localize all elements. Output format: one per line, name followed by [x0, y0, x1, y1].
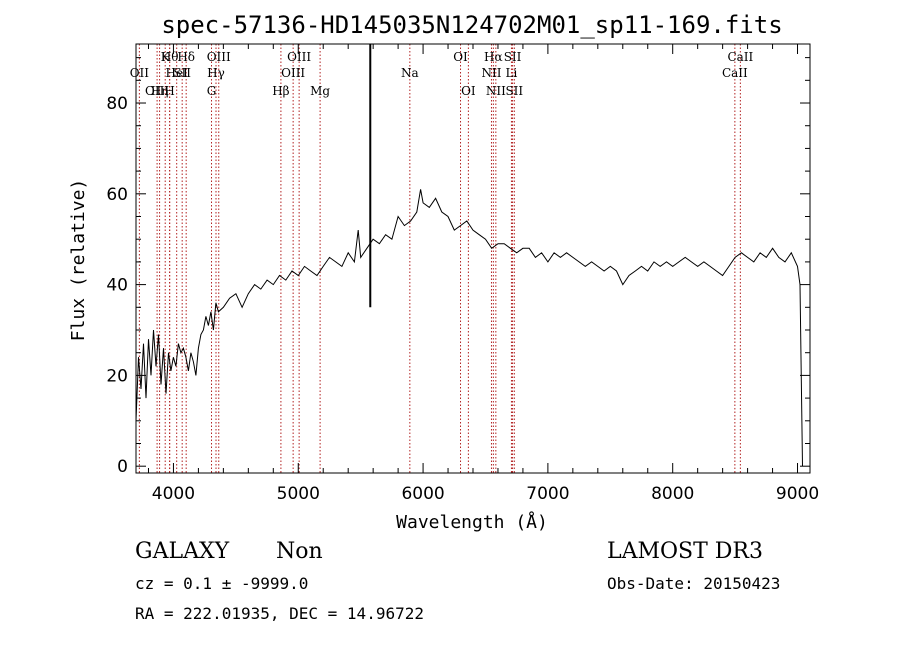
emission-line-label: OI	[453, 50, 468, 64]
obs-date: Obs-Date: 20150423	[607, 574, 781, 593]
emission-line-label: Li	[506, 66, 518, 80]
ra-dec: RA = 222.01935, DEC = 14.96722	[135, 604, 424, 623]
emission-line-label: Hθ	[161, 50, 179, 64]
x-tick-label: 7000	[526, 484, 569, 504]
emission-line-label: Hβ	[272, 84, 289, 98]
plot-frame	[135, 43, 811, 474]
emission-line-label: OIII	[145, 84, 169, 98]
emission-line-label: NII	[481, 66, 501, 80]
x-tick-label: 5000	[277, 484, 320, 504]
emission-line-label: CaII	[722, 66, 748, 80]
emission-line-label: HeI	[166, 66, 189, 80]
chart-title: spec-57136-HD145035N124702M01_sp11-169.f…	[161, 11, 782, 39]
x-axis-ticks: 4000 5000 6000 7000 8000 9000	[147, 44, 819, 504]
x-axis-label: Wavelength (Å)	[396, 511, 548, 533]
emission-line-label: Hη	[151, 84, 169, 98]
x-tick-label: 8000	[651, 484, 694, 504]
emission-line-label: OIII	[207, 50, 231, 64]
emission-line-label: SII	[504, 50, 522, 64]
y-tick-label: 0	[117, 457, 128, 477]
class-label: GALAXY	[135, 539, 230, 564]
y-axis-label: Flux (relative)	[68, 179, 89, 342]
emission-line-label: G	[207, 84, 217, 98]
y-tick-label: 80	[106, 94, 128, 114]
y-tick-label: 40	[106, 276, 128, 296]
emission-line-label: OIII	[287, 50, 311, 64]
y-tick-label: 60	[106, 185, 128, 205]
survey-label: LAMOST DR3	[607, 539, 763, 564]
x-tick-label: 6000	[401, 484, 444, 504]
emission-line-label: Hα	[484, 50, 503, 64]
x-tick-label: 4000	[152, 484, 195, 504]
emission-line-label: Mg	[310, 84, 330, 98]
emission-line-label: CaII	[727, 50, 753, 64]
emission-line-label: K	[161, 50, 171, 64]
emission-line-markers	[138, 44, 741, 473]
spectrum-line	[135, 189, 803, 467]
emission-line-label: Na	[401, 66, 419, 80]
cz-value: cz = 0.1 ± -9999.0	[135, 574, 309, 593]
y-axis-ticks: 0 20 40 60 80	[106, 57, 810, 477]
emission-line-label: SII	[173, 66, 191, 80]
x-tick-label: 9000	[776, 484, 819, 504]
emission-line-label: OII	[130, 66, 150, 80]
emission-line-label: OIII	[281, 66, 305, 80]
subclass-label: Non	[276, 539, 323, 564]
emission-line-label: Hδ	[177, 50, 195, 64]
emission-line-label: Hγ	[207, 66, 225, 80]
emission-line-label: NII	[486, 84, 506, 98]
emission-line-label: OI	[461, 84, 476, 98]
emission-line-label: SII	[505, 84, 523, 98]
emission-line-label: H	[164, 84, 174, 98]
y-tick-label: 20	[106, 366, 128, 386]
